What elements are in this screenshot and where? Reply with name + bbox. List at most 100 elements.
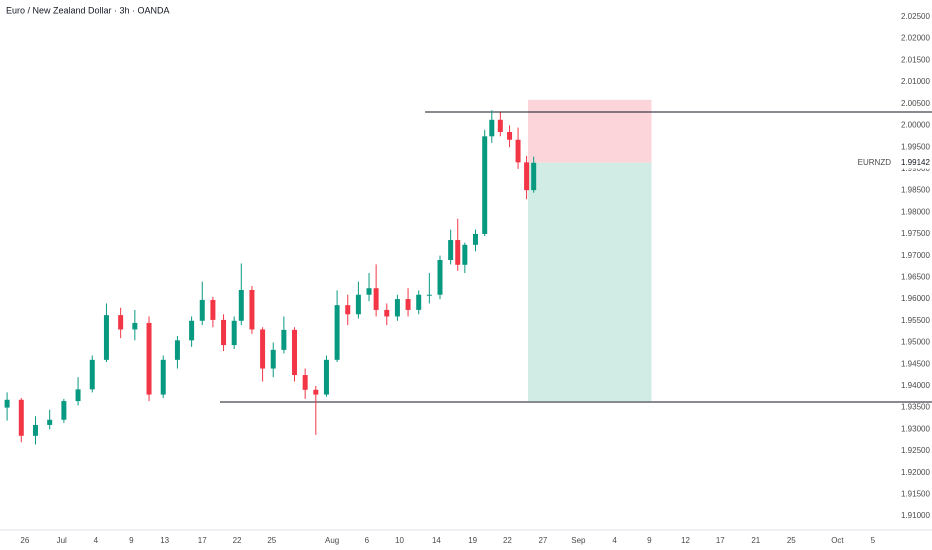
candle-body xyxy=(426,294,432,296)
y-tick-label: 1.95000 xyxy=(901,338,930,347)
x-tick-label: 12 xyxy=(681,536,690,545)
y-tick-label: 2.00500 xyxy=(901,99,930,108)
candle-body xyxy=(366,288,372,295)
y-tick-label: 1.98500 xyxy=(901,186,930,195)
y-tick-label: 2.00000 xyxy=(901,121,930,130)
candle-body xyxy=(210,299,216,320)
candle-body xyxy=(462,244,468,265)
candle-body xyxy=(355,294,361,315)
y-tick-label: 1.93000 xyxy=(901,424,930,433)
candle-body xyxy=(323,359,329,395)
candle-body xyxy=(32,424,38,436)
candle-body xyxy=(4,399,10,408)
y-tick-label: 2.02500 xyxy=(901,12,930,21)
x-tick-label: 27 xyxy=(538,536,547,545)
candle-body xyxy=(221,319,227,346)
x-tick-label: 9 xyxy=(647,536,652,545)
candle-body xyxy=(302,375,308,390)
candle-body xyxy=(249,289,255,330)
chart-title: Euro / New Zealand Dollar · 3h · OANDA xyxy=(6,5,170,15)
candle-body xyxy=(489,119,495,137)
plot-area xyxy=(4,99,932,445)
x-tick-label: 6 xyxy=(365,536,370,545)
candle-body xyxy=(416,294,422,310)
candle-body xyxy=(75,389,81,402)
candle-body xyxy=(482,136,488,234)
y-tick-label: 1.93500 xyxy=(901,403,930,412)
y-tick-label: 1.97500 xyxy=(901,229,930,238)
candle-body xyxy=(437,260,443,295)
x-tick-label: 10 xyxy=(395,536,404,545)
candle-body xyxy=(455,240,461,265)
x-tick-label: 5 xyxy=(871,536,876,545)
stop-zone xyxy=(528,99,652,163)
candle-body xyxy=(497,119,503,132)
y-tick-label: 2.01500 xyxy=(901,55,930,64)
symbol-label: EURNZD xyxy=(858,158,892,167)
candle-body xyxy=(345,305,351,315)
y-tick-label: 1.96000 xyxy=(901,294,930,303)
candle-body xyxy=(47,419,53,425)
last-price-label: 1.99142 xyxy=(901,158,930,167)
candle-body xyxy=(524,162,530,191)
x-tick-label: 22 xyxy=(503,536,512,545)
candle-body xyxy=(373,288,379,310)
candle-body xyxy=(160,359,166,395)
x-tick-label: 17 xyxy=(716,536,725,545)
last-price-bg xyxy=(898,156,932,169)
candle-body xyxy=(231,320,237,346)
candle-body xyxy=(189,320,195,341)
candle-body xyxy=(118,315,124,330)
candle-body xyxy=(260,329,266,369)
candle-body xyxy=(313,389,319,395)
candle-body xyxy=(334,305,340,360)
x-tick-label: Oct xyxy=(831,536,844,545)
x-tick-label: 25 xyxy=(787,536,796,545)
y-tick-label: 2.01000 xyxy=(901,77,930,86)
y-tick-label: 2.02000 xyxy=(901,34,930,43)
x-tick-label: 26 xyxy=(20,536,29,545)
candle-body xyxy=(448,240,454,261)
y-tick-label: 1.95500 xyxy=(901,316,930,325)
y-tick-label: 1.98000 xyxy=(901,207,930,216)
x-tick-label: 4 xyxy=(612,536,617,545)
candle-body xyxy=(132,322,138,330)
y-tick-label: 1.91000 xyxy=(901,511,930,520)
candle-body xyxy=(384,309,390,317)
candle-body xyxy=(405,299,411,310)
x-tick-label: 21 xyxy=(751,536,760,545)
candle-body xyxy=(199,299,205,321)
y-tick-label: 1.92500 xyxy=(901,446,930,455)
candle-body xyxy=(531,162,537,191)
candle-body xyxy=(103,315,109,360)
candle-body xyxy=(472,233,478,245)
y-tick-label: 1.91500 xyxy=(901,490,930,499)
x-tick-label: 22 xyxy=(233,536,242,545)
candle-body xyxy=(89,359,95,390)
y-tick-label: 1.96500 xyxy=(901,272,930,281)
candle-body xyxy=(61,401,67,420)
x-tick-label: 13 xyxy=(160,536,169,545)
candle-body xyxy=(146,322,152,395)
x-tick-label: 9 xyxy=(129,536,134,545)
x-tick-label: 19 xyxy=(468,536,477,545)
x-tick-label: 4 xyxy=(94,536,99,545)
x-tick-label: 14 xyxy=(432,536,441,545)
candle-body xyxy=(238,289,244,321)
candle-body xyxy=(18,399,24,436)
y-tick-label: 1.92000 xyxy=(901,468,930,477)
y-tick-label: 1.94500 xyxy=(901,359,930,368)
y-tick-label: 1.94000 xyxy=(901,381,930,390)
x-tick-label: Jul xyxy=(57,536,67,545)
x-tick-label: Sep xyxy=(571,536,586,545)
x-tick-label: 17 xyxy=(198,536,207,545)
candle-body xyxy=(174,340,180,360)
x-tick-label: Aug xyxy=(325,536,339,545)
y-tick-label: 1.97000 xyxy=(901,251,930,260)
y-tick-label: 1.99500 xyxy=(901,142,930,151)
candle-body xyxy=(507,131,513,140)
target-zone xyxy=(528,162,652,402)
candle-body xyxy=(270,349,276,369)
